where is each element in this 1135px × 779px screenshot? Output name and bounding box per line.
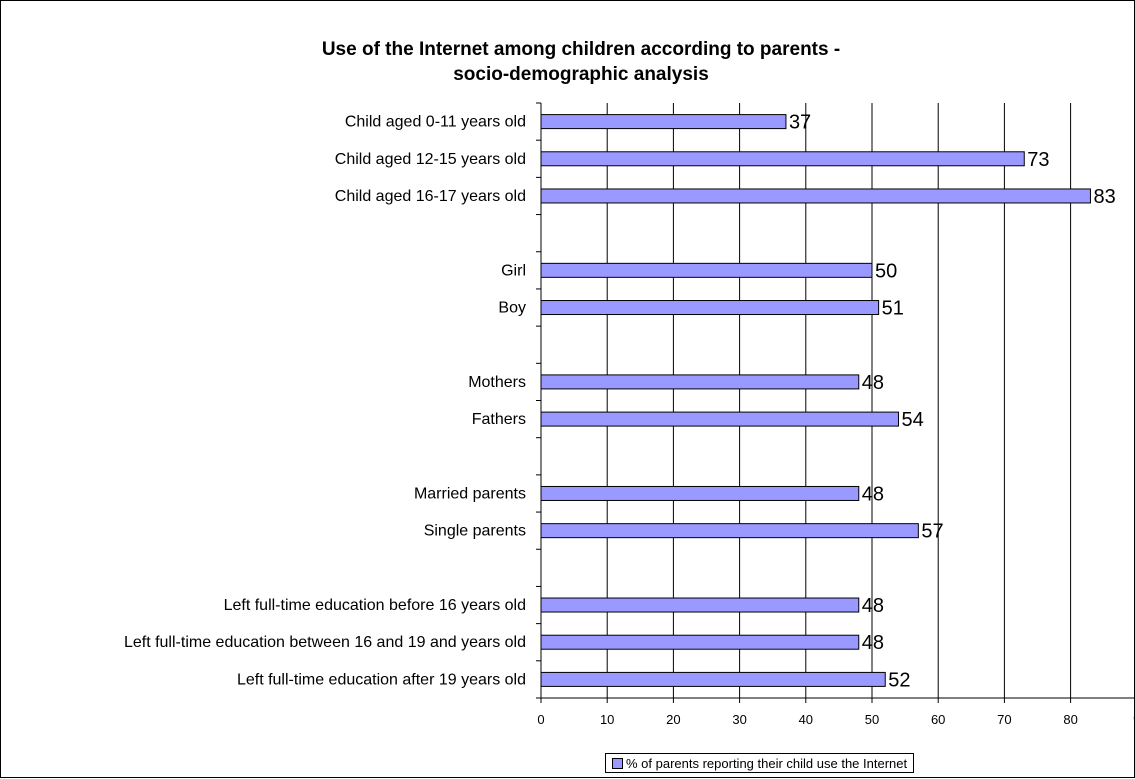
data-label: 37: [789, 112, 811, 134]
x-tick-label: 70: [997, 712, 1011, 727]
legend-label: % of parents reporting their child use t…: [626, 755, 908, 771]
category-label: Left full-time education between 16 and …: [124, 634, 526, 651]
category-label: Boy: [498, 300, 526, 317]
x-tick-label: 80: [1063, 712, 1077, 727]
chart-title-line-1: Use of the Internet among children accor…: [321, 39, 841, 60]
category-label: Child aged 16-17 years old: [335, 188, 526, 205]
category-label: Left full-time education before 16 years…: [224, 597, 526, 614]
data-label: 48: [862, 483, 884, 505]
x-tick-label: 9: [1133, 712, 1135, 727]
bar: [540, 151, 1025, 167]
chart-title: Use of the Internet among children accor…: [201, 37, 961, 87]
bar: [540, 411, 899, 427]
data-label: 57: [921, 521, 943, 543]
data-label: 48: [862, 595, 884, 617]
legend-swatch: [612, 757, 623, 769]
bar: [540, 523, 919, 539]
category-label: Child aged 12-15 years old: [335, 151, 526, 168]
bar: [540, 634, 860, 650]
category-label: Mothers: [468, 374, 526, 391]
x-tick-label: 30: [732, 712, 746, 727]
category-label: Single parents: [424, 523, 526, 540]
bar: [540, 188, 1091, 204]
legend: % of parents reporting their child use t…: [605, 753, 915, 773]
data-label: 52: [888, 669, 910, 691]
data-label: 48: [862, 632, 884, 654]
data-label: 51: [882, 298, 904, 320]
data-label: 73: [1027, 149, 1049, 171]
data-label: 48: [862, 372, 884, 394]
bar: [540, 300, 880, 316]
data-label: 50: [875, 260, 897, 282]
x-tick-label: 60: [931, 712, 945, 727]
bar: [540, 262, 873, 278]
data-label: 54: [901, 409, 923, 431]
category-label: Child aged 0-11 years old: [345, 114, 526, 131]
x-tick-label: 40: [799, 712, 813, 727]
x-tick-label: 10: [600, 712, 614, 727]
bar: [540, 374, 860, 390]
chart-title-line-2: socio-demographic analysis: [453, 64, 709, 85]
bar: [540, 114, 787, 130]
x-tick-label: 50: [865, 712, 879, 727]
x-tick-label: 0: [537, 712, 544, 727]
category-label: Fathers: [472, 411, 526, 428]
x-tick-label: 20: [666, 712, 680, 727]
category-label: Married parents: [414, 485, 526, 502]
bar: [540, 485, 860, 501]
bar: [540, 597, 860, 613]
bar: [540, 671, 886, 687]
data-label: 83: [1093, 186, 1115, 208]
category-label: Left full-time education after 19 years …: [237, 671, 526, 688]
category-label: Girl: [501, 262, 526, 279]
